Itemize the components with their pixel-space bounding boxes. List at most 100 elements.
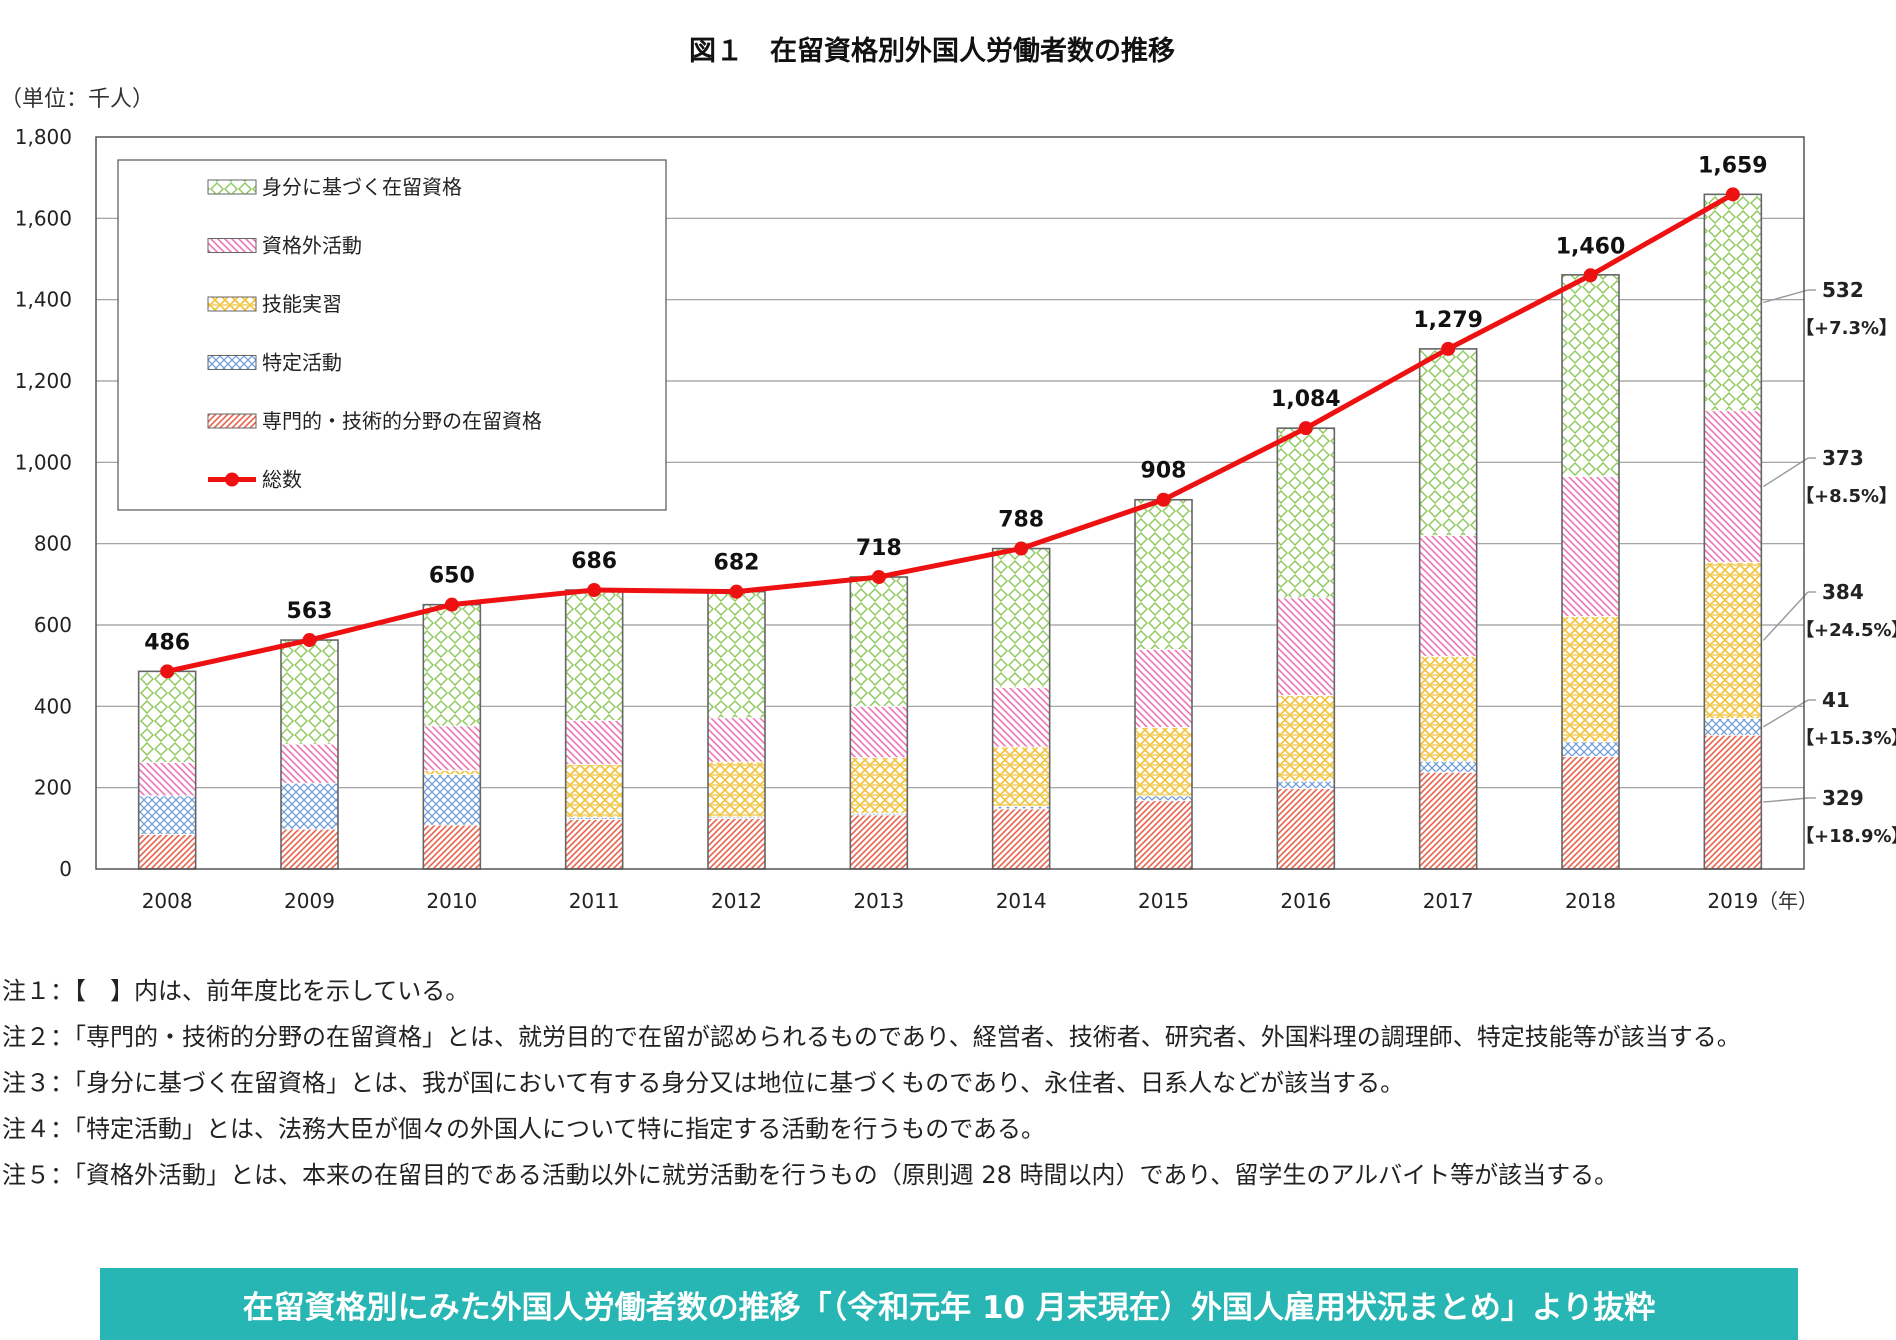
bar-segment: [1419, 760, 1478, 773]
source-banner: 在留資格別にみた外国人労働者数の推移「（令和元年 10 月末現在）外国人雇用状況…: [100, 1268, 1798, 1340]
total-value-label: 1,460: [1556, 234, 1626, 259]
legend-total-marker: [225, 472, 239, 487]
annotation-leader: [1763, 797, 1809, 803]
bar-segment: [422, 774, 481, 826]
y-tick-label: 1,000: [15, 450, 72, 474]
total-value-label: 1,279: [1413, 308, 1483, 333]
bar-segment: [707, 591, 766, 719]
bars: [137, 193, 1763, 870]
y-tick-label: 200: [34, 776, 72, 800]
bar-segment: [565, 720, 624, 765]
bar-segment: [138, 670, 197, 763]
bar-segment: [422, 824, 481, 870]
bar-segment: [565, 589, 624, 721]
bar-segment: [1134, 649, 1193, 728]
legend-label: 資格外活動: [262, 234, 362, 258]
bar-segment: [707, 717, 766, 763]
bar-segment: [849, 757, 908, 814]
bar-segment: [849, 576, 908, 707]
y-tick-label: 1,400: [15, 288, 72, 312]
bar-segment: [422, 604, 481, 727]
annotation-leader: [1762, 457, 1809, 488]
note-4: 注４：「特定活動」とは、法務大臣が個々の外国人について特に指定する活動を行うもの…: [2, 1115, 1046, 1143]
bar-segment: [1134, 727, 1193, 797]
bar-segment: [1276, 780, 1335, 789]
annotation-change: 【+24.5%】: [1796, 620, 1896, 641]
bar-segment: [565, 764, 624, 818]
total-point: [302, 633, 317, 648]
y-tick-label: 400: [34, 694, 72, 718]
bar-segment: [707, 761, 766, 818]
bar-segment: [1276, 597, 1335, 696]
x-tick-label: 2013: [853, 889, 904, 913]
bar-segment: [849, 814, 908, 870]
total-point: [1014, 541, 1029, 556]
bar-segment: [1276, 788, 1335, 870]
bar-segment: [138, 762, 197, 797]
bar-segment: [280, 782, 339, 830]
x-tick-label: 2011: [569, 889, 620, 913]
total-point: [587, 583, 602, 598]
bar-segment: [280, 639, 339, 745]
total-point: [1156, 492, 1171, 507]
bar-segment: [1561, 755, 1620, 870]
annotation-change: 【+8.5%】: [1796, 486, 1896, 507]
bar-segment: [1703, 718, 1762, 736]
legend-swatch: [207, 413, 257, 429]
bar-segment: [1561, 274, 1620, 477]
legend-label: 専門的・技術的分野の在留資格: [262, 409, 542, 433]
x-tick-label: 2010: [426, 889, 477, 913]
x-tick-label: 2017: [1423, 889, 1474, 913]
bar-segment: [1134, 800, 1193, 870]
bar-segment: [1703, 193, 1762, 412]
bar-segment: [1703, 734, 1762, 870]
annotation-value: 373: [1822, 446, 1864, 470]
x-axis-ticks: 2008 2009 2010 2011 2012 2013 2014 2015 2016 2017…: [142, 889, 1759, 913]
note-1: 注１：【 】内は、前年度比を示している。: [2, 977, 470, 1005]
total-point: [871, 570, 886, 585]
bar-segment: [1561, 616, 1620, 743]
y-tick-label: 1,800: [15, 125, 72, 149]
total-point: [444, 597, 459, 612]
bar-segment: [138, 795, 197, 835]
annotation-leader: [1763, 289, 1809, 304]
total-value-label: 908: [1141, 459, 1187, 484]
x-unit-label: （年）: [1758, 889, 1818, 913]
annotation-change: 【+15.3%】: [1796, 728, 1896, 749]
bar-segment: [849, 705, 908, 758]
y-tick-label: 1,200: [15, 369, 72, 393]
bar-segment: [992, 746, 1051, 807]
note-5: 注５：「資格外活動」とは、本来の在留目的である活動以外に就労活動を行うもの（原則…: [2, 1161, 1619, 1189]
annotation-value: 384: [1822, 580, 1864, 604]
total-point: [1298, 421, 1313, 436]
total-point: [1583, 268, 1598, 283]
plot-frame: [95, 136, 1805, 870]
total-value-label: 486: [144, 630, 190, 655]
annotations: 532 【+7.3%】 373 【+8.5%】 384 【+24.5%】 41 【+15.3%…: [1762, 278, 1896, 847]
bar-segment: [565, 818, 624, 870]
note-3: 注３：「身分に基づく在留資格」とは、我が国において有する身分又は地位に基づくもの…: [2, 1069, 1405, 1097]
bar-segment: [1276, 427, 1335, 599]
annotation-value: 41: [1822, 688, 1850, 712]
annotation-change: 【+18.9%】: [1796, 826, 1896, 847]
bar-segment: [1703, 561, 1762, 719]
total-value-label: 788: [998, 508, 1044, 533]
notes: 注１：【 】内は、前年度比を示している。 注２：「専門的・技術的分野の在留資格」…: [2, 968, 1892, 1198]
y-axis-ticks: 0 200 400 600 800 1,000 1,200 1,400 1,600 1,800: [15, 125, 72, 881]
bar-segment: [1561, 476, 1620, 617]
legend-swatch: [207, 355, 257, 370]
legend-label: 特定活動: [262, 351, 342, 375]
x-tick-label: 2012: [711, 889, 762, 913]
x-tick-label: 2009: [284, 889, 335, 913]
y-tick-label: 0: [59, 857, 72, 881]
y-tick-label: 800: [34, 532, 72, 556]
total-point: [729, 584, 744, 599]
total-value-label: 650: [429, 564, 475, 589]
annotation-leader: [1762, 699, 1809, 728]
total-value-label: 563: [287, 599, 333, 624]
bar-segment: [992, 548, 1051, 689]
total-point: [160, 664, 175, 679]
total-series-line: [166, 192, 1735, 674]
annotation-leader: [1762, 591, 1809, 641]
note-2: 注２：「専門的・技術的分野の在留資格」とは、就労目的で在留が認められるものであり…: [2, 1023, 1741, 1051]
